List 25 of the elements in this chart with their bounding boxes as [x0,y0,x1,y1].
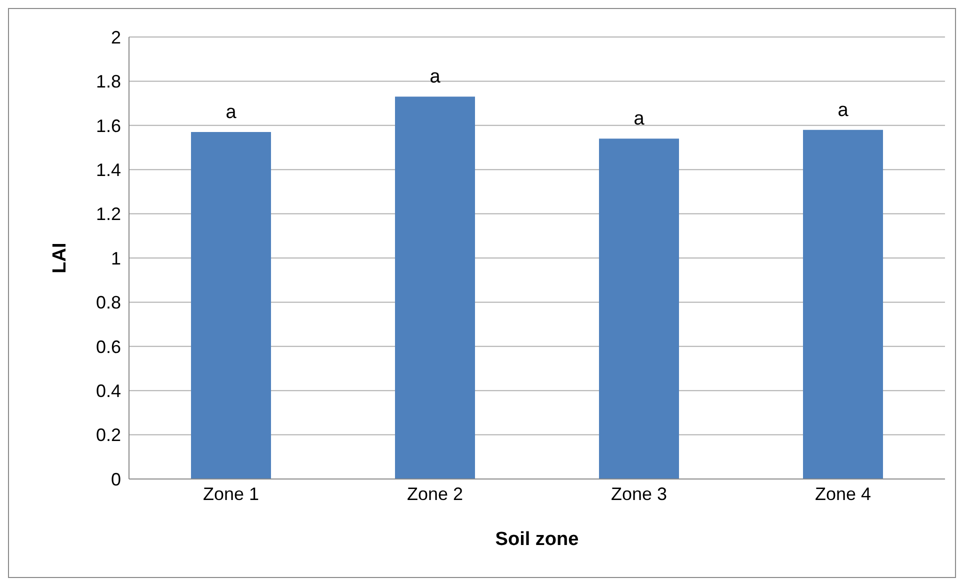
y-tick-label: 0.8 [96,292,121,313]
y-tick-label: 1.4 [96,160,121,180]
annotation: a [838,100,849,121]
x-tick-label: Zone 3 [610,484,668,504]
x-axis-title: Soil zone [495,529,579,550]
bar [191,132,271,479]
annotation: a [634,108,645,130]
y-tick-label: 1.6 [96,116,121,136]
y-tick-label: 2 [110,27,121,48]
y-tick-label: 0.6 [96,336,121,357]
x-tick-label: Zone 2 [406,484,464,504]
y-tick-label: 0.2 [96,425,121,446]
y-tick-label: 0 [110,469,121,490]
x-tick-label: Zone 4 [814,484,872,504]
x-tick-label: Zone 1 [202,484,260,504]
y-tick-label: 1.2 [96,204,121,224]
bar [803,130,883,479]
y-axis-title: LAI [50,242,71,274]
annotation: a [430,66,441,88]
bar [395,96,475,479]
y-tick-label: 0.4 [96,380,121,401]
y-tick-label: 1 [110,248,121,268]
bar [599,138,679,479]
annotation: a [226,102,237,124]
y-tick-label: 1.8 [96,72,121,92]
